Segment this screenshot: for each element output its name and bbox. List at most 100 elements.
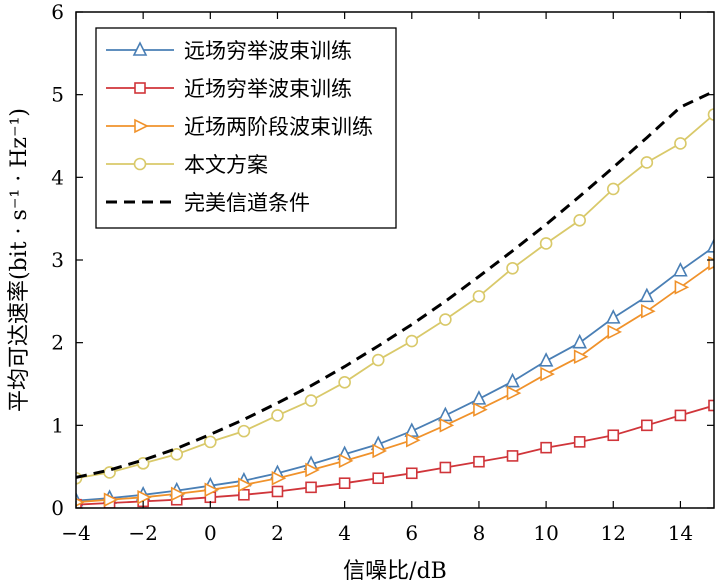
data-point-1-5 <box>238 488 250 501</box>
series-line-4 <box>76 90 714 479</box>
y-tick-label-0: 0 <box>51 496 64 520</box>
data-point-2-17 <box>641 303 656 319</box>
x-tick-label-7: 10 <box>533 521 558 545</box>
data-point-2-5 <box>238 477 253 493</box>
data-point-2-9 <box>372 443 387 459</box>
data-point-3-18 <box>674 137 687 150</box>
data-point-2-12 <box>473 402 488 417</box>
legend-marker-1 <box>134 82 146 94</box>
data-point-3-19 <box>707 108 714 121</box>
data-point-0-14 <box>538 352 554 367</box>
legend-label-2: 近场两阶段波束训练 <box>184 115 373 139</box>
x-tick-label-4: 4 <box>338 521 351 545</box>
data-point-0-15 <box>572 333 587 349</box>
data-point-3-14 <box>539 237 553 250</box>
data-point-2-14 <box>540 366 555 382</box>
data-point-1-16 <box>607 429 620 442</box>
y-tick-label-5: 5 <box>51 83 64 107</box>
data-point-3-8 <box>338 376 351 389</box>
data-point-2-8 <box>338 453 354 469</box>
data-point-1-10 <box>405 467 418 480</box>
legend-label-1: 近场穷举波束训练 <box>184 77 352 101</box>
data-point-2-4 <box>204 482 220 498</box>
data-point-0-18 <box>673 261 688 277</box>
data-point-0-13 <box>505 372 520 388</box>
x-tick-label-1: −2 <box>128 521 157 545</box>
y-tick-label-6: 6 <box>51 0 64 24</box>
data-point-1-13 <box>506 450 519 462</box>
data-point-1-14 <box>540 441 552 454</box>
data-point-2-1 <box>103 492 119 508</box>
data-point-2-13 <box>506 385 522 401</box>
data-point-2-10 <box>405 432 421 448</box>
data-point-2-3 <box>170 486 186 502</box>
data-point-3-13 <box>506 261 519 275</box>
data-point-2-18 <box>674 279 690 295</box>
data-point-2-7 <box>305 462 320 478</box>
data-point-0-16 <box>605 309 621 324</box>
data-point-2-6 <box>271 470 287 486</box>
x-tick-label-2: 0 <box>204 521 217 545</box>
data-point-1-9 <box>372 472 385 485</box>
series-2 <box>76 256 714 508</box>
x-tick-label-3: 2 <box>271 521 284 545</box>
legend-marker-3 <box>133 157 147 171</box>
legend-marker-2 <box>134 118 149 134</box>
data-point-3-2 <box>136 457 150 470</box>
x-tick-label-6: 8 <box>473 521 486 545</box>
data-point-3-6 <box>271 409 284 422</box>
series-4 <box>76 90 714 479</box>
data-point-0-17 <box>639 287 655 303</box>
data-point-0-12 <box>471 390 487 405</box>
series-0 <box>76 237 714 507</box>
data-point-0-11 <box>438 406 453 422</box>
data-point-1-7 <box>305 481 317 494</box>
data-point-1-6 <box>271 485 284 498</box>
series-3 <box>76 108 714 485</box>
y-tick-label-4: 4 <box>51 165 64 189</box>
y-axis-label: 平均可达速率(bit · s⁻¹ · Hz⁻¹) <box>7 108 32 412</box>
data-point-3-17 <box>640 156 654 169</box>
data-point-2-2 <box>137 489 152 505</box>
data-point-2-16 <box>607 324 623 340</box>
data-point-1-19 <box>708 399 714 412</box>
data-point-3-16 <box>606 182 620 196</box>
legend-box <box>95 27 397 229</box>
data-point-3-3 <box>170 447 184 461</box>
series-line-2 <box>76 262 714 504</box>
data-point-2-19 <box>708 256 714 271</box>
legend-marker-0 <box>132 41 148 56</box>
x-tick-label-5: 6 <box>405 521 418 545</box>
plot-area <box>76 90 714 508</box>
x-tick-label-9: 14 <box>668 521 693 545</box>
legend-label-3: 本文方案 <box>184 153 268 177</box>
data-point-3-4 <box>204 435 217 449</box>
data-point-3-10 <box>405 334 419 348</box>
legend-label-0: 远场穷举波束训练 <box>184 39 352 63</box>
data-point-3-11 <box>439 313 452 326</box>
data-point-1-18 <box>674 409 687 422</box>
data-point-0-19 <box>706 237 714 253</box>
data-point-1-8 <box>338 477 351 490</box>
series-1 <box>76 399 714 508</box>
y-tick-label-3: 3 <box>51 248 64 272</box>
data-point-1-12 <box>473 455 485 468</box>
legend-label-4: 完美信道条件 <box>184 191 310 215</box>
data-point-2-15 <box>573 349 589 365</box>
data-point-1-11 <box>439 461 452 474</box>
x-axis-label: 信噪比/dB <box>343 559 447 584</box>
data-point-3-7 <box>304 394 318 407</box>
data-point-1-17 <box>641 419 653 432</box>
data-point-1-15 <box>573 436 586 448</box>
series-line-0 <box>76 246 714 502</box>
data-point-2-0 <box>76 497 85 507</box>
data-point-3-5 <box>237 424 251 438</box>
data-point-3-15 <box>573 214 586 227</box>
x-tick-label-0: −4 <box>61 521 90 545</box>
data-point-2-11 <box>439 418 455 433</box>
y-tick-label-1: 1 <box>51 413 64 437</box>
